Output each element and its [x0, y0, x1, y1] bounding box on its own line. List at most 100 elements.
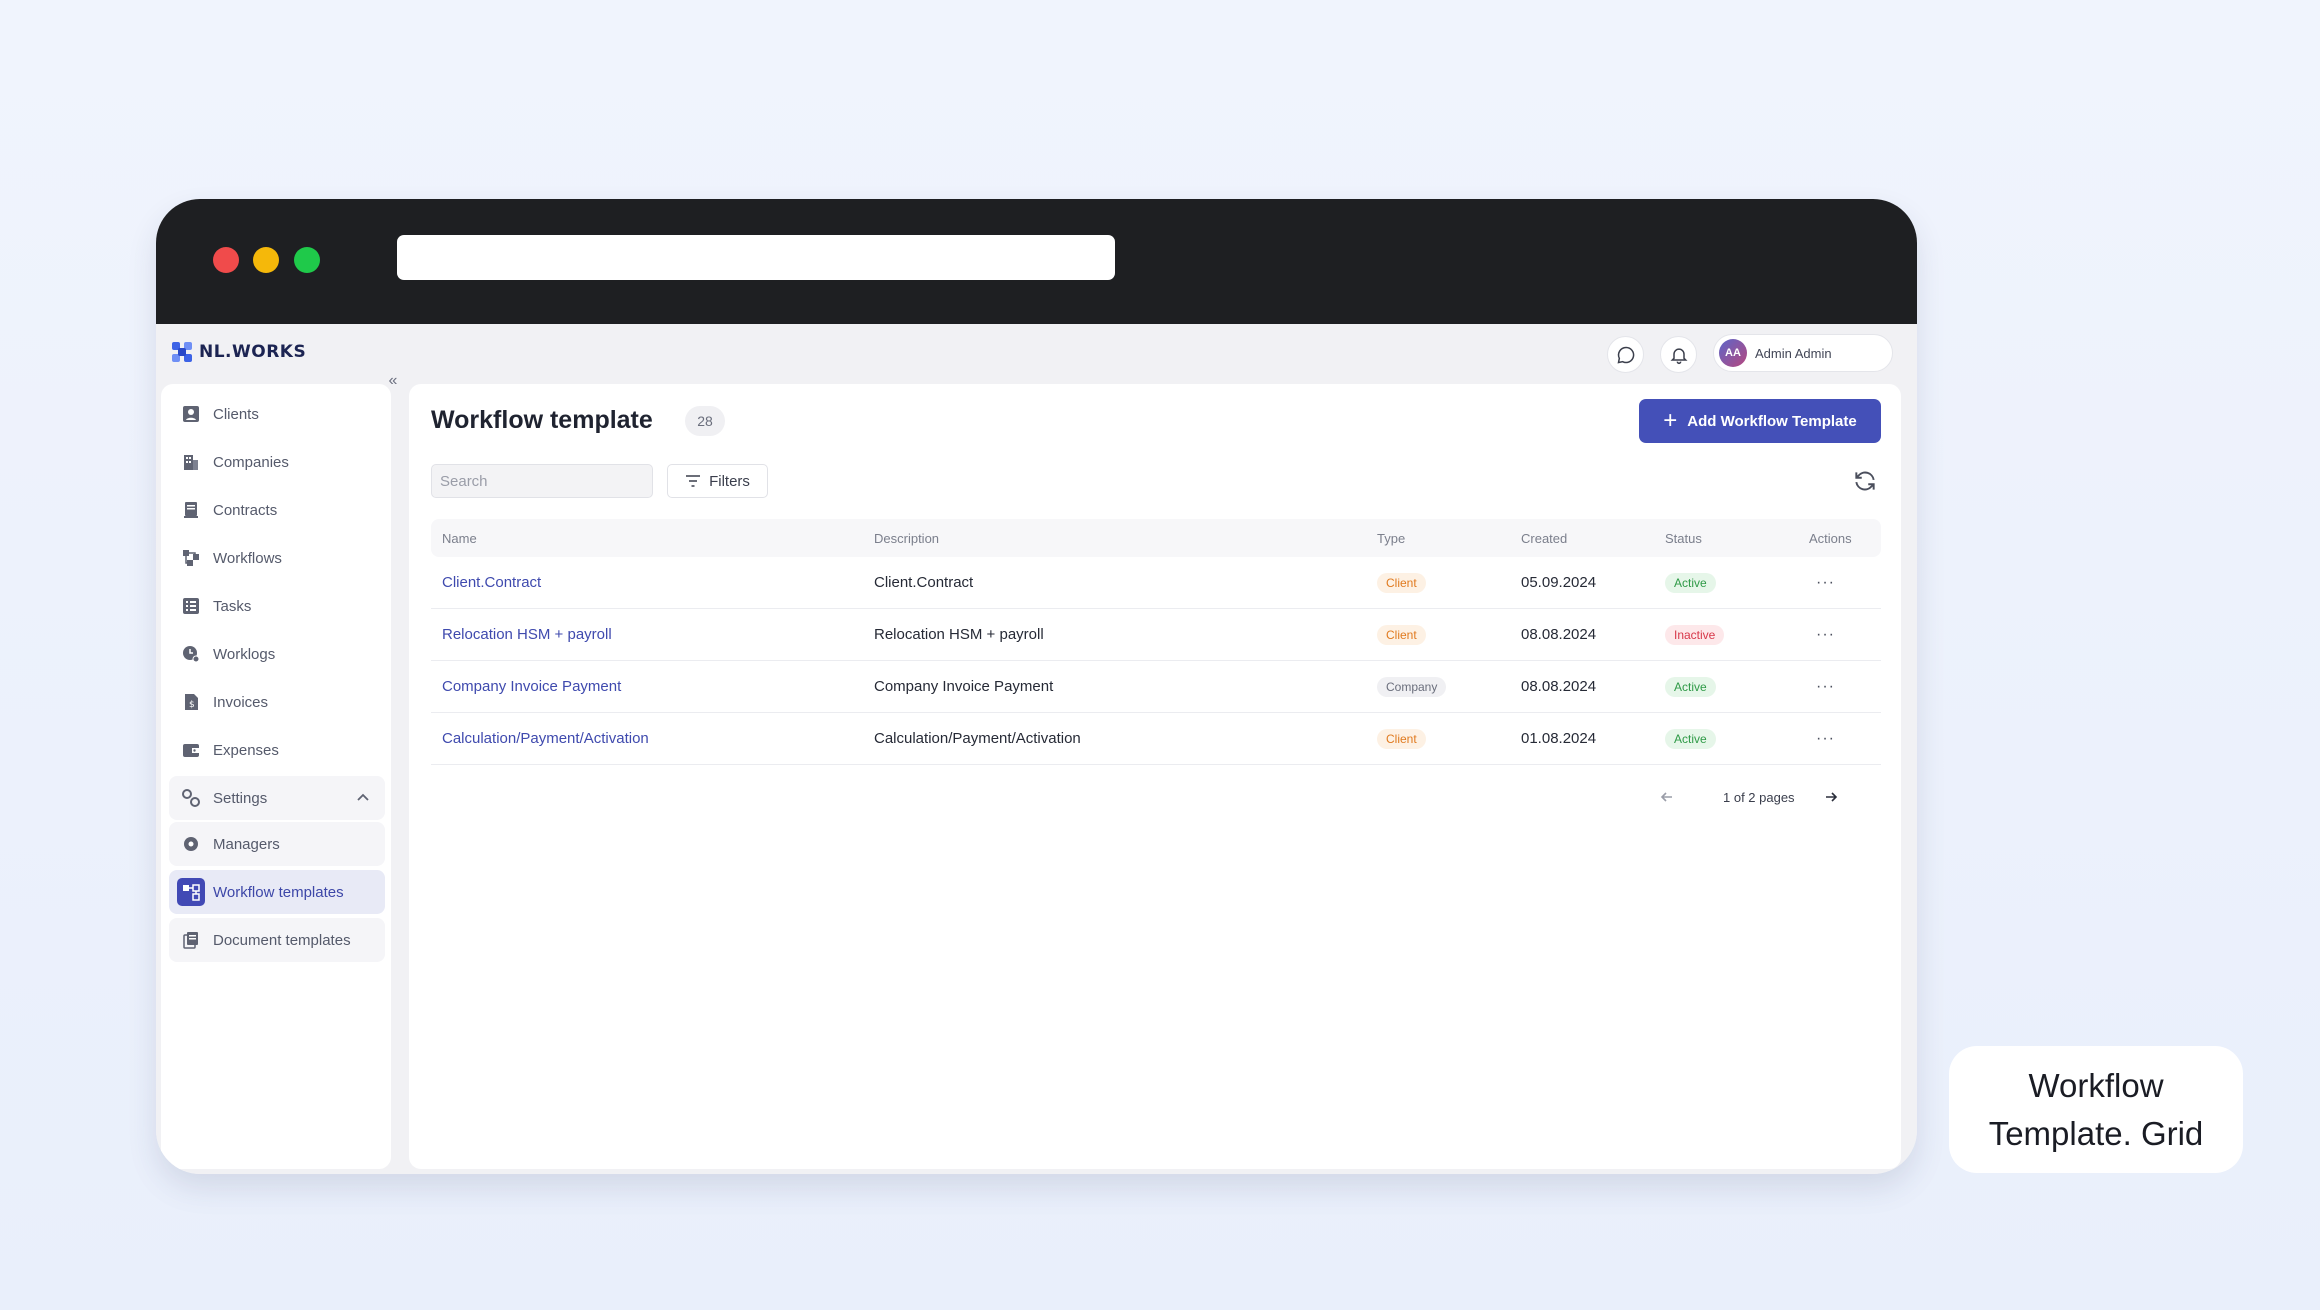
- user-menu[interactable]: AA Admin Admin: [1713, 334, 1893, 372]
- sidebar-item-label: Tasks: [213, 597, 252, 615]
- template-name-link[interactable]: Calculation/Payment/Activation: [442, 730, 649, 747]
- sidebar-item-label: Worklogs: [213, 645, 276, 663]
- created-date: 08.08.2024: [1521, 678, 1597, 695]
- sidebar-item-label: Invoices: [213, 693, 269, 711]
- sidebar-item-workflow-templates[interactable]: Workflow templates: [169, 870, 385, 914]
- sidebar-item-label: Settings: [213, 789, 268, 807]
- status-badge: Active: [1665, 728, 1716, 749]
- browser-window: NL.WORKS AA Admin Admin Clients: [156, 199, 1917, 1174]
- previous-page-button[interactable]: [1659, 782, 1675, 812]
- svg-text:$: $: [189, 700, 195, 710]
- chat-icon: [1617, 346, 1634, 363]
- sidebar-item-label: Workflows: [213, 549, 282, 567]
- status-badge: Active: [1665, 572, 1716, 593]
- column-header-name[interactable]: Name: [442, 530, 477, 546]
- sidebar-item-worklogs[interactable]: Worklogs: [169, 632, 385, 676]
- contracts-icon: [181, 500, 201, 520]
- row-actions-menu-icon[interactable]: ···: [1816, 729, 1835, 747]
- logo[interactable]: NL.WORKS: [171, 341, 306, 363]
- messages-button[interactable]: [1607, 336, 1644, 373]
- sidebar-item-label: Companies: [213, 453, 289, 471]
- browser-chrome: [156, 199, 1917, 324]
- template-description: Relocation HSM + payroll: [874, 626, 1044, 643]
- workflow-templates-icon: [177, 878, 205, 906]
- filters-label: Filters: [709, 472, 750, 490]
- sidebar-item-expenses[interactable]: Expenses: [169, 728, 385, 772]
- settings-icon: [181, 788, 201, 808]
- sidebar-item-label: Managers: [213, 835, 280, 853]
- table-row[interactable]: Client.Contract Client.Contract Client 0…: [431, 557, 1881, 609]
- template-description: Company Invoice Payment: [874, 678, 1054, 695]
- caption-line-2: Template. Grid: [1988, 1114, 2204, 1152]
- bell-icon: [1670, 347, 1687, 364]
- sidebar-item-document-templates[interactable]: Document templates: [169, 918, 385, 962]
- row-actions-menu-icon[interactable]: ···: [1816, 677, 1835, 695]
- double-chevron-left-icon: «: [388, 372, 398, 389]
- add-workflow-template-button[interactable]: + Add Workflow Template: [1639, 399, 1881, 443]
- type-badge: Client: [1377, 624, 1426, 645]
- row-actions-menu-icon[interactable]: ···: [1816, 573, 1835, 591]
- type-badge: Client: [1377, 572, 1426, 593]
- avatar: AA: [1719, 339, 1747, 367]
- template-name-link[interactable]: Relocation HSM + payroll: [442, 626, 612, 643]
- add-button-label: Add Workflow Template: [1687, 412, 1857, 430]
- search-input[interactable]: [431, 464, 653, 498]
- column-header-description[interactable]: Description: [874, 530, 940, 546]
- arrow-right-icon: [1826, 792, 1838, 802]
- sidebar-item-settings[interactable]: Settings: [169, 776, 385, 820]
- column-header-status[interactable]: Status: [1665, 530, 1702, 546]
- plus-icon: +: [1663, 407, 1678, 434]
- collapse-sidebar-button[interactable]: «: [383, 372, 403, 392]
- managers-icon: [181, 834, 201, 854]
- sidebar-item-companies[interactable]: Companies: [169, 440, 385, 484]
- sidebar-item-label: Contracts: [213, 501, 278, 519]
- template-description: Client.Contract: [874, 574, 974, 591]
- sidebar-item-managers[interactable]: Managers: [169, 822, 385, 866]
- logo-icon: [172, 342, 192, 362]
- caption-card: Workflow Template. Grid: [1949, 1046, 2243, 1173]
- app: NL.WORKS AA Admin Admin Clients: [156, 324, 1917, 1174]
- sidebar-item-clients[interactable]: Clients: [169, 392, 385, 436]
- status-badge: Active: [1665, 676, 1716, 697]
- filters-button[interactable]: Filters: [667, 464, 768, 498]
- address-bar[interactable]: [397, 235, 1115, 280]
- sidebar: Clients Companies Contracts Workflows Ta…: [161, 384, 391, 1169]
- main-content: Workflow template 28 + Add Workflow Temp…: [409, 384, 1901, 1169]
- invoices-icon: $: [181, 692, 201, 712]
- template-description: Calculation/Payment/Activation: [874, 730, 1081, 747]
- table-row[interactable]: Calculation/Payment/Activation Calculati…: [431, 713, 1881, 765]
- row-actions-menu-icon[interactable]: ···: [1816, 625, 1835, 643]
- maximize-window-button[interactable]: [294, 247, 320, 273]
- sidebar-item-label: Expenses: [213, 741, 279, 759]
- type-badge: Client: [1377, 728, 1426, 749]
- sidebar-item-label: Clients: [213, 405, 259, 423]
- type-badge: Company: [1377, 676, 1447, 697]
- table-row[interactable]: Company Invoice Payment Company Invoice …: [431, 661, 1881, 713]
- user-name: Admin Admin: [1755, 345, 1832, 361]
- template-name-link[interactable]: Client.Contract: [442, 574, 542, 591]
- clients-icon: [181, 404, 201, 424]
- top-bar: NL.WORKS AA Admin Admin: [156, 324, 1917, 380]
- companies-icon: [181, 452, 201, 472]
- count-badge: 28: [685, 406, 725, 436]
- table-row[interactable]: Relocation HSM + payroll Relocation HSM …: [431, 609, 1881, 661]
- refresh-button[interactable]: [1852, 468, 1878, 494]
- arrow-left-icon: [1660, 792, 1672, 802]
- next-page-button[interactable]: [1823, 782, 1839, 812]
- notifications-button[interactable]: [1660, 336, 1697, 373]
- chevron-up-icon[interactable]: [355, 790, 371, 806]
- minimize-window-button[interactable]: [253, 247, 279, 273]
- sidebar-item-tasks[interactable]: Tasks: [169, 584, 385, 628]
- sidebar-item-invoices[interactable]: $ Invoices: [169, 680, 385, 724]
- workflows-icon: [181, 548, 201, 568]
- column-header-type[interactable]: Type: [1377, 530, 1406, 546]
- column-header-created[interactable]: Created: [1521, 530, 1568, 546]
- sidebar-item-contracts[interactable]: Contracts: [169, 488, 385, 532]
- page-title: Workflow template: [431, 406, 653, 434]
- pagination-label: 1 of 2 pages: [1723, 789, 1795, 805]
- sidebar-item-label: Document templates: [213, 931, 351, 949]
- sidebar-item-workflows[interactable]: Workflows: [169, 536, 385, 580]
- template-name-link[interactable]: Company Invoice Payment: [442, 678, 622, 695]
- close-window-button[interactable]: [213, 247, 239, 273]
- status-badge: Inactive: [1665, 624, 1725, 645]
